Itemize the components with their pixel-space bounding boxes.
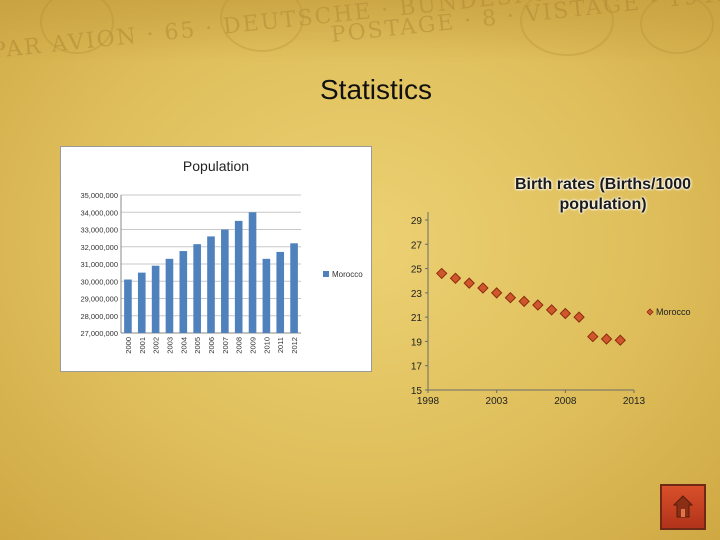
slide-title: Statistics (319, 74, 433, 105)
population-chart: Population 27,000,000 28,000,000 29,000,000… (60, 146, 372, 372)
y-tick-label: 21 (411, 313, 423, 324)
y-tick-label: 17 (411, 362, 423, 373)
birth-rate-chart-svg: 15 17 19 21 23 25 27 29 1998 2003 2008 2013 Morocco (411, 212, 691, 407)
y-tick-label: 34,000,000 (80, 208, 118, 217)
stamp-ring (220, 0, 304, 52)
y-tick-label: 27,000,000 (80, 329, 118, 338)
y-tick-label: 19 (411, 337, 423, 348)
y-tick-label: 33,000,000 (80, 226, 118, 235)
population-bar (262, 258, 271, 333)
population-bar (137, 272, 146, 333)
y-tick-label: 29 (411, 216, 423, 227)
y-tick-label: 23 (411, 289, 423, 300)
y-tick-label: 35,000,000 (80, 191, 118, 200)
population-bar (124, 279, 132, 333)
x-tick-label: 2008 (554, 396, 577, 407)
population-bar (179, 251, 188, 333)
stamp-ring (640, 0, 714, 54)
birth-rate-point (449, 272, 462, 284)
birth-rate-point (573, 311, 585, 323)
birth-rate-point (463, 277, 475, 289)
legend-swatch (323, 271, 329, 277)
x-tick-label: 2013 (623, 396, 646, 407)
x-tick-label: 2003 (165, 337, 174, 354)
decorative-stamp-band: PAR AVION · 65 · DEUTSCHE · BUNDESPOST P… (0, 0, 720, 64)
legend-label: Morocco (656, 307, 691, 317)
stamp-ring (520, 0, 614, 56)
population-bar (221, 229, 229, 333)
x-tick-label: 2009 (249, 337, 258, 354)
birth-rate-point (587, 330, 599, 343)
y-tick-label: 31,000,000 (80, 260, 118, 269)
y-tick-label: 15 (411, 386, 423, 397)
x-tick-label: 2010 (262, 337, 271, 354)
x-tick-label: 2011 (276, 337, 285, 353)
population-bar (165, 258, 174, 333)
x-tick-label: 2012 (290, 337, 299, 354)
population-bar (151, 265, 160, 333)
x-tick-label: 2005 (193, 337, 202, 354)
x-tick-label: 2008 (235, 337, 244, 354)
population-bar (290, 243, 298, 333)
x-tick-label: 2001 (138, 337, 147, 354)
population-chart-svg: Population 27,000,000 28,000,000 29,000,000… (80, 158, 363, 354)
population-chart-title: Population (183, 158, 249, 174)
x-tick-label: 2006 (207, 337, 216, 354)
x-tick-label: 2000 (124, 337, 133, 354)
population-bar (248, 212, 257, 333)
birth-rate-point (477, 282, 489, 294)
legend-marker (646, 308, 654, 316)
birth-rate-point (490, 287, 503, 299)
population-bar (234, 220, 243, 333)
birth-rate-point (545, 304, 558, 316)
stamp-ring (40, 0, 114, 54)
birth-rate-point (614, 334, 626, 346)
population-bar (276, 251, 285, 333)
birth-rate-point (436, 267, 448, 280)
birth-rate-point (504, 292, 517, 304)
birth-rate-point (532, 299, 544, 311)
birth-rate-point (559, 307, 572, 320)
population-bar (207, 236, 215, 333)
y-tick-label: 25 (411, 265, 423, 276)
birth-rate-chart-title: Birth rates (Births/1000 population) (514, 176, 692, 213)
x-tick-label: 1998 (417, 396, 440, 407)
birth-rate-point (518, 295, 530, 308)
x-tick-label: 2004 (179, 337, 188, 354)
y-tick-label: 28,000,000 (80, 312, 118, 321)
home-icon (673, 495, 693, 518)
birth-rate-chart: 15 17 19 21 23 25 27 29 1998 2003 2008 2013 Morocco (380, 170, 720, 420)
y-tick-label: 30,000,000 (80, 277, 118, 286)
x-tick-label: 2002 (152, 337, 161, 354)
x-tick-label: 2003 (486, 396, 509, 407)
x-tick-label: 2007 (221, 337, 230, 354)
y-tick-label: 27 (411, 240, 423, 251)
birth-rate-point (600, 333, 613, 345)
home-button[interactable] (660, 484, 706, 530)
population-bar (193, 244, 201, 333)
y-tick-label: 29,000,000 (80, 295, 118, 304)
legend-label: Morocco (332, 270, 363, 279)
y-tick-label: 32,000,000 (80, 243, 118, 252)
